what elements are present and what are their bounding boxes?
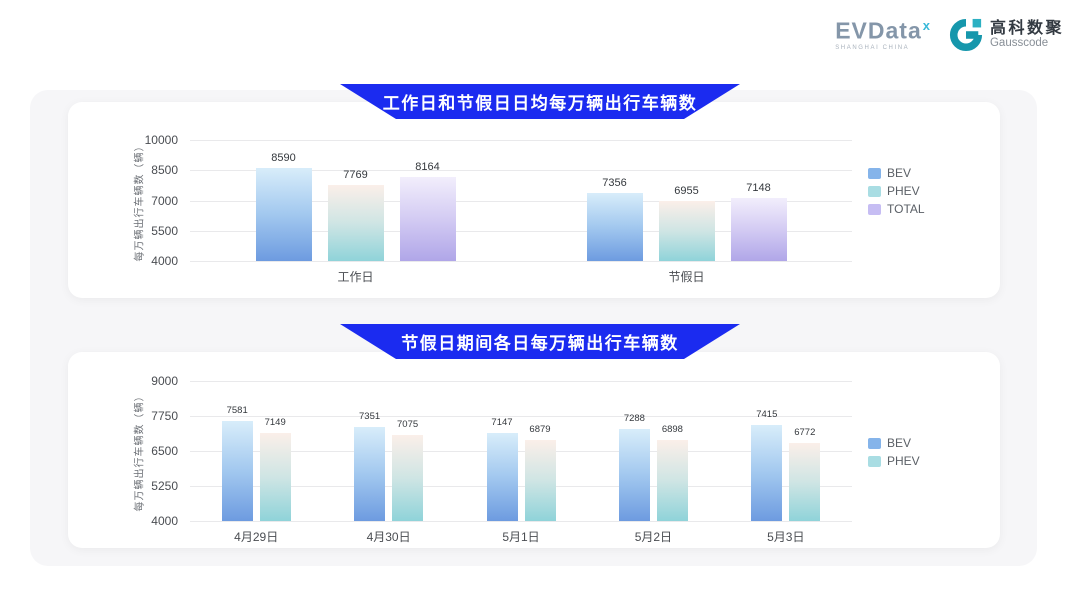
y-tick-label: 4000	[151, 254, 178, 268]
bar-total-工作日	[399, 177, 456, 261]
legend-label-bev: BEV	[887, 166, 912, 180]
evdata-tagline: SHANGHAI CHINA	[835, 45, 910, 52]
legend-item-bev[interactable]: BEV	[868, 436, 920, 450]
header-logos: EVDatax SHANGHAI CHINA 高科数聚 Gausscode	[835, 18, 1064, 52]
category-label: 4月30日	[366, 530, 411, 544]
bar-value-label: 7356	[602, 177, 627, 190]
bar-value-label: 6898	[661, 423, 683, 435]
legend-swatch-bev	[868, 437, 881, 449]
legend-swatch-total	[868, 203, 881, 215]
y-tick-label: 5250	[151, 479, 178, 493]
legend-swatch-phev	[868, 455, 881, 467]
legend-label-phev: PHEV	[887, 454, 920, 468]
bar-bev-4月30日	[354, 427, 386, 521]
bar-value-label: 7769	[343, 168, 368, 181]
chart2-card: 每万辆出行车辆数（辆） 4000 5250 6500 7750 9000 7581 7149 4…	[68, 352, 1000, 548]
chart1-title: 工作日和节假日日均每万辆出行车辆数	[382, 94, 698, 113]
bar-value-label: 7148	[746, 181, 771, 194]
y-tick-label: 8500	[151, 163, 178, 178]
evdata-wordmark: EVData	[835, 17, 922, 44]
legend-label-phev: PHEV	[887, 184, 920, 198]
bar-value-label: 7351	[359, 411, 381, 423]
chart1-card: 每万辆出行车辆数（辆） 4000 5500 7000 8500 10000 8590 7769…	[68, 102, 1000, 298]
gausscode-g-icon	[949, 18, 983, 52]
category-label: 4月29日	[234, 530, 279, 544]
bar-bev-节假日	[586, 193, 643, 261]
chart2-title: 节假日期间各日每万辆出行车辆数	[401, 334, 679, 353]
bar-phev-4月29日	[259, 432, 291, 521]
gridline	[190, 416, 852, 417]
legend-swatch-phev	[868, 185, 881, 197]
y-tick-label: 7750	[151, 409, 178, 423]
bar-value-label: 6772	[794, 427, 816, 439]
bar-phev-工作日	[327, 184, 384, 261]
bar-bev-5月2日	[618, 428, 650, 521]
legend-swatch-bev	[868, 167, 881, 179]
chart1-bar-chart: 每万辆出行车辆数（辆） 4000 5500 7000 8500 10000 8590 7769…	[68, 102, 1000, 298]
evdata-superscript-x: x	[922, 17, 931, 33]
bar-value-label: 6879	[529, 424, 551, 436]
bar-bev-5月3日	[751, 425, 783, 521]
evdata-logo: EVDatax SHANGHAI CHINA	[835, 19, 931, 52]
category-label: 5月2日	[634, 530, 673, 544]
gridline	[190, 200, 852, 202]
category-label: 5月1日	[502, 530, 540, 544]
bar-phev-4月30日	[392, 434, 424, 521]
y-tick-label: 6500	[151, 444, 178, 458]
bar-bev-4月29日	[221, 420, 253, 521]
y-tick-label: 5500	[151, 223, 178, 238]
bar-bev-5月1日	[486, 432, 518, 521]
bar-value-label: 8164	[415, 161, 440, 174]
gridline	[190, 451, 852, 452]
legend-label-total: TOTAL	[887, 202, 925, 216]
bar-value-label: 6955	[674, 185, 699, 198]
bar-value-label: 7415	[756, 409, 778, 421]
gridline	[190, 261, 852, 262]
chart-legend: BEV PHEV TOTAL	[868, 166, 925, 216]
y-tick-label: 4000	[151, 514, 178, 528]
gausscode-logo: 高科数聚 Gausscode	[949, 18, 1064, 52]
gridline	[190, 140, 852, 141]
category-label: 节假日	[668, 270, 705, 284]
bar-phev-5月2日	[656, 439, 688, 521]
y-tick-label: 9000	[151, 374, 178, 388]
legend-label-bev: BEV	[887, 436, 912, 450]
bar-value-label: 8590	[271, 152, 296, 165]
gridline	[190, 170, 852, 172]
chart1-title-banner: 工作日和节假日日均每万辆出行车辆数	[340, 84, 740, 119]
chart2-bar-chart: 每万辆出行车辆数（辆） 4000 5250 6500 7750 9000 7581 7149 4…	[68, 352, 1000, 548]
bar-value-label: 7288	[623, 412, 645, 424]
gausscode-en-name: Gausscode	[989, 37, 1049, 50]
bar-phev-5月3日	[789, 443, 821, 521]
bar-total-节假日	[730, 197, 787, 261]
category-label: 工作日	[337, 270, 374, 284]
bar-value-label: 7147	[491, 416, 513, 428]
bar-phev-5月1日	[524, 440, 556, 521]
legend-item-total[interactable]: TOTAL	[868, 202, 925, 216]
gridline	[190, 381, 852, 382]
chart-legend: BEV PHEV	[868, 436, 920, 468]
y-tick-label: 10000	[144, 133, 178, 147]
bar-value-label: 7075	[397, 418, 419, 430]
legend-item-phev[interactable]: PHEV	[868, 454, 920, 468]
gridline	[190, 230, 852, 232]
bar-phev-节假日	[658, 201, 715, 261]
gausscode-cn-name: 高科数聚	[989, 19, 1064, 37]
bar-value-label: 7581	[226, 404, 248, 416]
chart2-title-banner: 节假日期间各日每万辆出行车辆数	[340, 324, 740, 359]
gridline	[190, 486, 852, 487]
legend-item-bev[interactable]: BEV	[868, 166, 925, 180]
gridline	[190, 521, 852, 522]
bar-value-label: 7149	[264, 416, 286, 428]
category-label: 5月3日	[767, 530, 805, 544]
y-tick-label: 7000	[151, 193, 178, 208]
legend-item-phev[interactable]: PHEV	[868, 184, 925, 198]
bar-bev-工作日	[255, 168, 312, 261]
